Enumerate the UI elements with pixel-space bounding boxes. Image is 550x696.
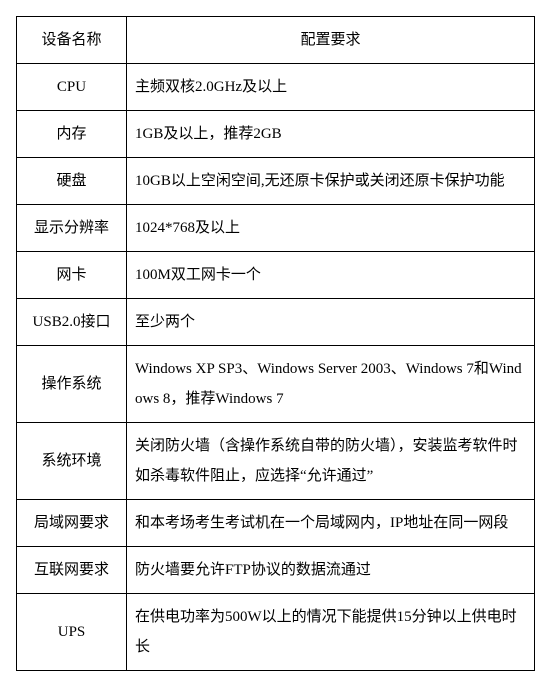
table-row: 操作系统 Windows XP SP3、Windows Server 2003、… bbox=[17, 346, 535, 423]
row-label-disk: 硬盘 bbox=[17, 158, 127, 205]
row-value-cpu: 主频双核2.0GHz及以上 bbox=[127, 64, 535, 111]
table-row: UPS 在供电功率为500W以上的情况下能提供15分钟以上供电时长 bbox=[17, 594, 535, 671]
row-value-usb: 至少两个 bbox=[127, 299, 535, 346]
row-label-cpu: CPU bbox=[17, 64, 127, 111]
header-requirement: 配置要求 bbox=[127, 17, 535, 64]
row-value-ups: 在供电功率为500W以上的情况下能提供15分钟以上供电时长 bbox=[127, 594, 535, 671]
table-row: 系统环境 关闭防火墙（含操作系统自带的防火墙），安装监考软件时如杀毒软件阻止，应… bbox=[17, 423, 535, 500]
row-value-resolution: 1024*768及以上 bbox=[127, 205, 535, 252]
row-value-disk: 10GB以上空闲空间,无还原卡保护或关闭还原卡保护功能 bbox=[127, 158, 535, 205]
row-label-wan: 互联网要求 bbox=[17, 547, 127, 594]
spec-table: 设备名称 配置要求 CPU 主频双核2.0GHz及以上 内存 1GB及以上，推荐… bbox=[16, 16, 535, 671]
row-label-ups: UPS bbox=[17, 594, 127, 671]
row-value-env: 关闭防火墙（含操作系统自带的防火墙），安装监考软件时如杀毒软件阻止，应选择“允许… bbox=[127, 423, 535, 500]
row-label-resolution: 显示分辨率 bbox=[17, 205, 127, 252]
row-label-nic: 网卡 bbox=[17, 252, 127, 299]
row-value-os: Windows XP SP3、Windows Server 2003、Windo… bbox=[127, 346, 535, 423]
row-label-usb: USB2.0接口 bbox=[17, 299, 127, 346]
table-row: 网卡 100M双工网卡一个 bbox=[17, 252, 535, 299]
row-value-lan: 和本考场考生考试机在一个局域网内，IP地址在同一网段 bbox=[127, 500, 535, 547]
row-label-os: 操作系统 bbox=[17, 346, 127, 423]
row-value-nic: 100M双工网卡一个 bbox=[127, 252, 535, 299]
table-row: 互联网要求 防火墙要允许FTP协议的数据流通过 bbox=[17, 547, 535, 594]
table-row: 硬盘 10GB以上空闲空间,无还原卡保护或关闭还原卡保护功能 bbox=[17, 158, 535, 205]
table-row: 局域网要求 和本考场考生考试机在一个局域网内，IP地址在同一网段 bbox=[17, 500, 535, 547]
row-value-wan: 防火墙要允许FTP协议的数据流通过 bbox=[127, 547, 535, 594]
header-row: 设备名称 配置要求 bbox=[17, 17, 535, 64]
table-row: USB2.0接口 至少两个 bbox=[17, 299, 535, 346]
row-label-lan: 局域网要求 bbox=[17, 500, 127, 547]
header-device-name: 设备名称 bbox=[17, 17, 127, 64]
table-row: CPU 主频双核2.0GHz及以上 bbox=[17, 64, 535, 111]
row-label-memory: 内存 bbox=[17, 111, 127, 158]
table-row: 内存 1GB及以上，推荐2GB bbox=[17, 111, 535, 158]
table-row: 显示分辨率 1024*768及以上 bbox=[17, 205, 535, 252]
row-label-env: 系统环境 bbox=[17, 423, 127, 500]
row-value-memory: 1GB及以上，推荐2GB bbox=[127, 111, 535, 158]
